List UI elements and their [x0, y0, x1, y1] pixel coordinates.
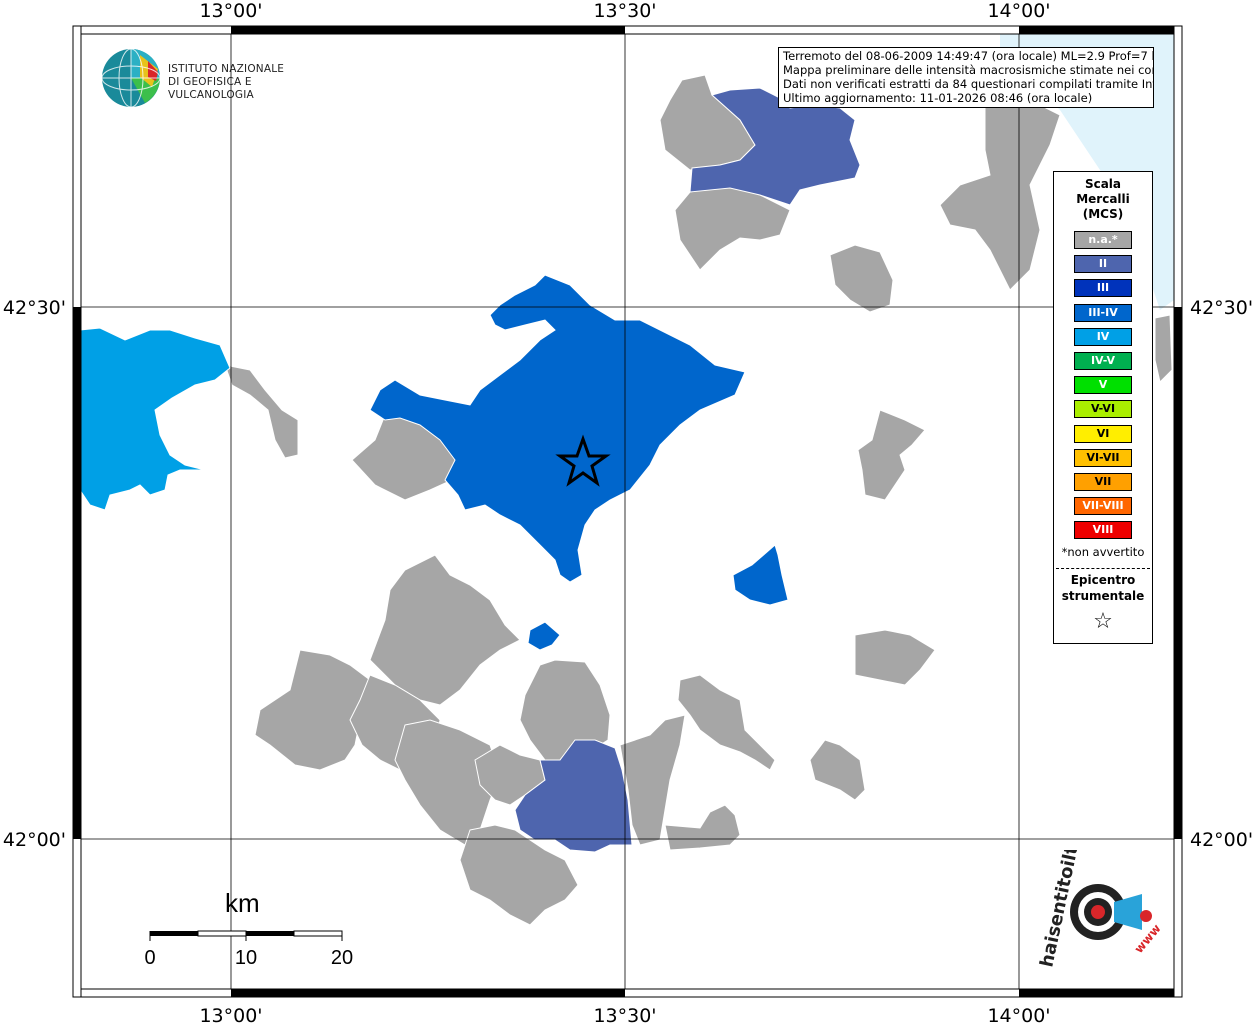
legend-title-line2: Mercalli: [1076, 192, 1130, 206]
legend-item-vii-viii: VII-VIII: [1074, 497, 1132, 516]
tick-label-left-1: 42°30': [3, 297, 66, 319]
tick-label-right-2: 42°00': [1190, 829, 1253, 851]
haisentito-logo: haisentitoilterremoto.it www.: [1030, 730, 1166, 980]
municipalities-intensity-III-IV: [369, 274, 789, 651]
graticule: [81, 34, 1174, 989]
legend-item-ii: II: [1074, 255, 1132, 274]
legend-mcs: Scala Mercalli (MCS) n.a.* II III III-IV IV I…: [1053, 171, 1153, 644]
legend-item-vi-vii: VI-VII: [1074, 448, 1132, 467]
legend-item-v-vi: V-VI: [1074, 400, 1132, 419]
tick-label-bottom-2: 13°30': [593, 1005, 656, 1024]
tick-label-right-1: 42°30': [1190, 297, 1253, 319]
legend-item-iv: IV: [1074, 327, 1132, 346]
legend-item-v: V: [1074, 376, 1132, 395]
legend-epicentro: Epicentro strumentale: [1054, 572, 1152, 604]
globe-icon: [101, 48, 161, 108]
legend-epicentro-line2: strumentale: [1061, 589, 1145, 603]
event-info-box: Terremoto del 08-06-2009 14:49:47 (ora l…: [778, 47, 1154, 108]
scalebar-unit: km: [225, 888, 260, 918]
tick-label-top-3: 14°00': [987, 0, 1050, 22]
info-line-4: Ultimo aggiornamento: 11-01-2026 08:46 (…: [783, 91, 1093, 105]
municipalities-intensity-IV: [79, 327, 231, 511]
legend-item-n-a-: n.a.*: [1074, 231, 1132, 249]
tick-label-top-1: 13°00': [199, 0, 262, 22]
ingv-logo-line2: DI GEOFISICA E VULCANOLOGIA: [168, 76, 254, 101]
tick-label-left-2: 42°00': [3, 829, 66, 851]
scale-bar: 0 10 20: [144, 930, 353, 969]
legend-item-iii: III: [1074, 279, 1132, 298]
ingv-logo: ISTITUTO NAZIONALE DI GEOFISICA E VULCAN…: [100, 47, 320, 109]
legend-epicentro-line1: Epicentro: [1070, 573, 1136, 587]
legend-item-iv-v: IV-V: [1074, 352, 1132, 370]
info-line-1: Terremoto del 08-06-2009 14:49:47 (ora l…: [783, 49, 1154, 63]
frame-border: [72, 25, 1183, 998]
legend-title: Scala Mercalli (MCS): [1054, 177, 1152, 222]
tick-label-top-2: 13°30': [593, 0, 656, 22]
tick-label-bottom-3: 14°00': [987, 1005, 1050, 1024]
legend-item-vi: VI: [1074, 424, 1132, 443]
municipalities-not-felt: [224, 74, 1173, 926]
legend-title-line1: Scala: [1084, 177, 1122, 191]
legend-title-line3: (MCS): [1082, 207, 1124, 221]
legend-item-viii: VIII: [1074, 521, 1132, 540]
municipalities-intensity-II: [514, 87, 861, 853]
legend-item-iii-iv: III-IV: [1074, 303, 1132, 322]
scale-tick-10: 10: [235, 947, 257, 969]
scale-tick-0: 0: [144, 947, 155, 969]
scale-tick-20: 20: [331, 947, 353, 969]
tick-label-bottom-1: 13°00': [199, 1005, 262, 1024]
epicenter-star: [555, 434, 611, 487]
legend-star-icon: ☆: [1093, 609, 1113, 634]
legend-note: *non avvertito: [1061, 545, 1145, 559]
legend-item-vii: VII: [1074, 473, 1132, 491]
info-line-3: Dati non verificati estratti da 84 quest…: [783, 77, 1154, 91]
ingv-logo-line1: ISTITUTO NAZIONALE: [168, 63, 285, 75]
info-line-2: Mappa preliminare delle intensità macros…: [783, 63, 1154, 77]
legend-separator: [1056, 568, 1150, 569]
